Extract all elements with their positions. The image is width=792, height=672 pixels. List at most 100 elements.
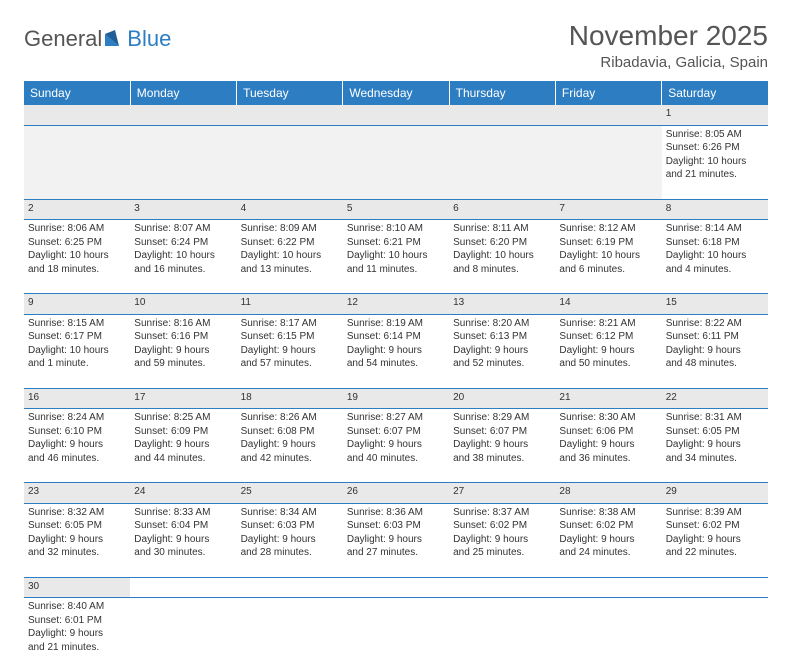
day-number: 21 <box>555 388 661 409</box>
daylight-1: Daylight: 9 hours <box>134 533 232 547</box>
day-cell: Sunrise: 8:06 AMSunset: 6:25 PMDaylight:… <box>24 220 130 294</box>
day-number <box>555 577 661 598</box>
day-cell: Sunrise: 8:37 AMSunset: 6:02 PMDaylight:… <box>449 503 555 577</box>
day-cell: Sunrise: 8:33 AMSunset: 6:04 PMDaylight:… <box>130 503 236 577</box>
day-number: 6 <box>449 199 555 220</box>
day-cell <box>555 598 661 672</box>
daylight-1: Daylight: 10 hours <box>134 249 232 263</box>
daylight-2: and 4 minutes. <box>666 263 764 277</box>
daylight-2: and 38 minutes. <box>453 452 551 466</box>
day-number: 25 <box>237 483 343 504</box>
day-number <box>343 105 449 125</box>
sunset: Sunset: 6:11 PM <box>666 330 764 344</box>
day-cell: Sunrise: 8:30 AMSunset: 6:06 PMDaylight:… <box>555 409 661 483</box>
day-cell: Sunrise: 8:15 AMSunset: 6:17 PMDaylight:… <box>24 314 130 388</box>
day-cell: Sunrise: 8:11 AMSunset: 6:20 PMDaylight:… <box>449 220 555 294</box>
daylight-1: Daylight: 9 hours <box>559 533 657 547</box>
daylight-2: and 1 minute. <box>28 357 126 371</box>
daylight-1: Daylight: 9 hours <box>241 438 339 452</box>
sunset: Sunset: 6:20 PM <box>453 236 551 250</box>
day-cell <box>24 125 130 199</box>
sunset: Sunset: 6:02 PM <box>559 519 657 533</box>
day-number: 9 <box>24 294 130 315</box>
day-number <box>662 577 768 598</box>
day-cell: Sunrise: 8:10 AMSunset: 6:21 PMDaylight:… <box>343 220 449 294</box>
daylight-1: Daylight: 10 hours <box>28 344 126 358</box>
day-number: 16 <box>24 388 130 409</box>
sunset: Sunset: 6:03 PM <box>241 519 339 533</box>
day-number: 19 <box>343 388 449 409</box>
daylight-1: Daylight: 9 hours <box>241 344 339 358</box>
daylight-1: Daylight: 10 hours <box>453 249 551 263</box>
day-number: 23 <box>24 483 130 504</box>
sunrise: Sunrise: 8:22 AM <box>666 317 764 331</box>
day-number: 13 <box>449 294 555 315</box>
daylight-2: and 36 minutes. <box>559 452 657 466</box>
daylight-1: Daylight: 9 hours <box>134 344 232 358</box>
sunrise: Sunrise: 8:38 AM <box>559 506 657 520</box>
day-number: 2 <box>24 199 130 220</box>
day-cell: Sunrise: 8:29 AMSunset: 6:07 PMDaylight:… <box>449 409 555 483</box>
sunset: Sunset: 6:15 PM <box>241 330 339 344</box>
sunrise: Sunrise: 8:10 AM <box>347 222 445 236</box>
daylight-2: and 50 minutes. <box>559 357 657 371</box>
day-cell: Sunrise: 8:09 AMSunset: 6:22 PMDaylight:… <box>237 220 343 294</box>
day-header: Sunday <box>24 81 130 105</box>
daylight-2: and 54 minutes. <box>347 357 445 371</box>
daylight-2: and 27 minutes. <box>347 546 445 560</box>
daylight-2: and 52 minutes. <box>453 357 551 371</box>
title-block: November 2025 Ribadavia, Galicia, Spain <box>569 20 768 71</box>
day-number: 4 <box>237 199 343 220</box>
sunrise: Sunrise: 8:09 AM <box>241 222 339 236</box>
day-cell: Sunrise: 8:27 AMSunset: 6:07 PMDaylight:… <box>343 409 449 483</box>
daylight-2: and 11 minutes. <box>347 263 445 277</box>
sunrise: Sunrise: 8:19 AM <box>347 317 445 331</box>
sunset: Sunset: 6:14 PM <box>347 330 445 344</box>
daylight-2: and 42 minutes. <box>241 452 339 466</box>
daylight-1: Daylight: 9 hours <box>28 627 126 641</box>
day-cell <box>662 598 768 672</box>
day-cell: Sunrise: 8:19 AMSunset: 6:14 PMDaylight:… <box>343 314 449 388</box>
day-number: 20 <box>449 388 555 409</box>
day-number: 30 <box>24 577 130 598</box>
sunset: Sunset: 6:21 PM <box>347 236 445 250</box>
daylight-1: Daylight: 9 hours <box>666 344 764 358</box>
sunset: Sunset: 6:01 PM <box>28 614 126 628</box>
sunset: Sunset: 6:09 PM <box>134 425 232 439</box>
sunrise: Sunrise: 8:26 AM <box>241 411 339 425</box>
logo-text-1: General <box>24 26 102 52</box>
day-cell: Sunrise: 8:32 AMSunset: 6:05 PMDaylight:… <box>24 503 130 577</box>
daylight-2: and 24 minutes. <box>559 546 657 560</box>
daylight-1: Daylight: 9 hours <box>666 438 764 452</box>
day-number: 22 <box>662 388 768 409</box>
day-cell <box>555 125 661 199</box>
day-cell: Sunrise: 8:38 AMSunset: 6:02 PMDaylight:… <box>555 503 661 577</box>
sunrise: Sunrise: 8:39 AM <box>666 506 764 520</box>
sunset: Sunset: 6:05 PM <box>28 519 126 533</box>
day-number: 1 <box>662 105 768 125</box>
week-row: Sunrise: 8:05 AMSunset: 6:26 PMDaylight:… <box>24 125 768 199</box>
sunset: Sunset: 6:04 PM <box>134 519 232 533</box>
daylight-2: and 46 minutes. <box>28 452 126 466</box>
daylight-2: and 22 minutes. <box>666 546 764 560</box>
sunrise: Sunrise: 8:05 AM <box>666 128 764 142</box>
sunrise: Sunrise: 8:31 AM <box>666 411 764 425</box>
week-row: Sunrise: 8:40 AMSunset: 6:01 PMDaylight:… <box>24 598 768 672</box>
sunset: Sunset: 6:07 PM <box>347 425 445 439</box>
logo-text-2: Blue <box>127 26 171 52</box>
daylight-1: Daylight: 9 hours <box>347 344 445 358</box>
daylight-1: Daylight: 9 hours <box>453 533 551 547</box>
day-cell: Sunrise: 8:21 AMSunset: 6:12 PMDaylight:… <box>555 314 661 388</box>
sunset: Sunset: 6:10 PM <box>28 425 126 439</box>
location: Ribadavia, Galicia, Spain <box>569 54 768 71</box>
day-cell: Sunrise: 8:31 AMSunset: 6:05 PMDaylight:… <box>662 409 768 483</box>
day-cell: Sunrise: 8:26 AMSunset: 6:08 PMDaylight:… <box>237 409 343 483</box>
sunset: Sunset: 6:13 PM <box>453 330 551 344</box>
sunrise: Sunrise: 8:25 AM <box>134 411 232 425</box>
daylight-2: and 28 minutes. <box>241 546 339 560</box>
daylight-1: Daylight: 9 hours <box>347 438 445 452</box>
day-cell: Sunrise: 8:07 AMSunset: 6:24 PMDaylight:… <box>130 220 236 294</box>
daylight-2: and 48 minutes. <box>666 357 764 371</box>
week-row: Sunrise: 8:32 AMSunset: 6:05 PMDaylight:… <box>24 503 768 577</box>
header: General Blue November 2025 Ribadavia, Ga… <box>24 20 768 71</box>
